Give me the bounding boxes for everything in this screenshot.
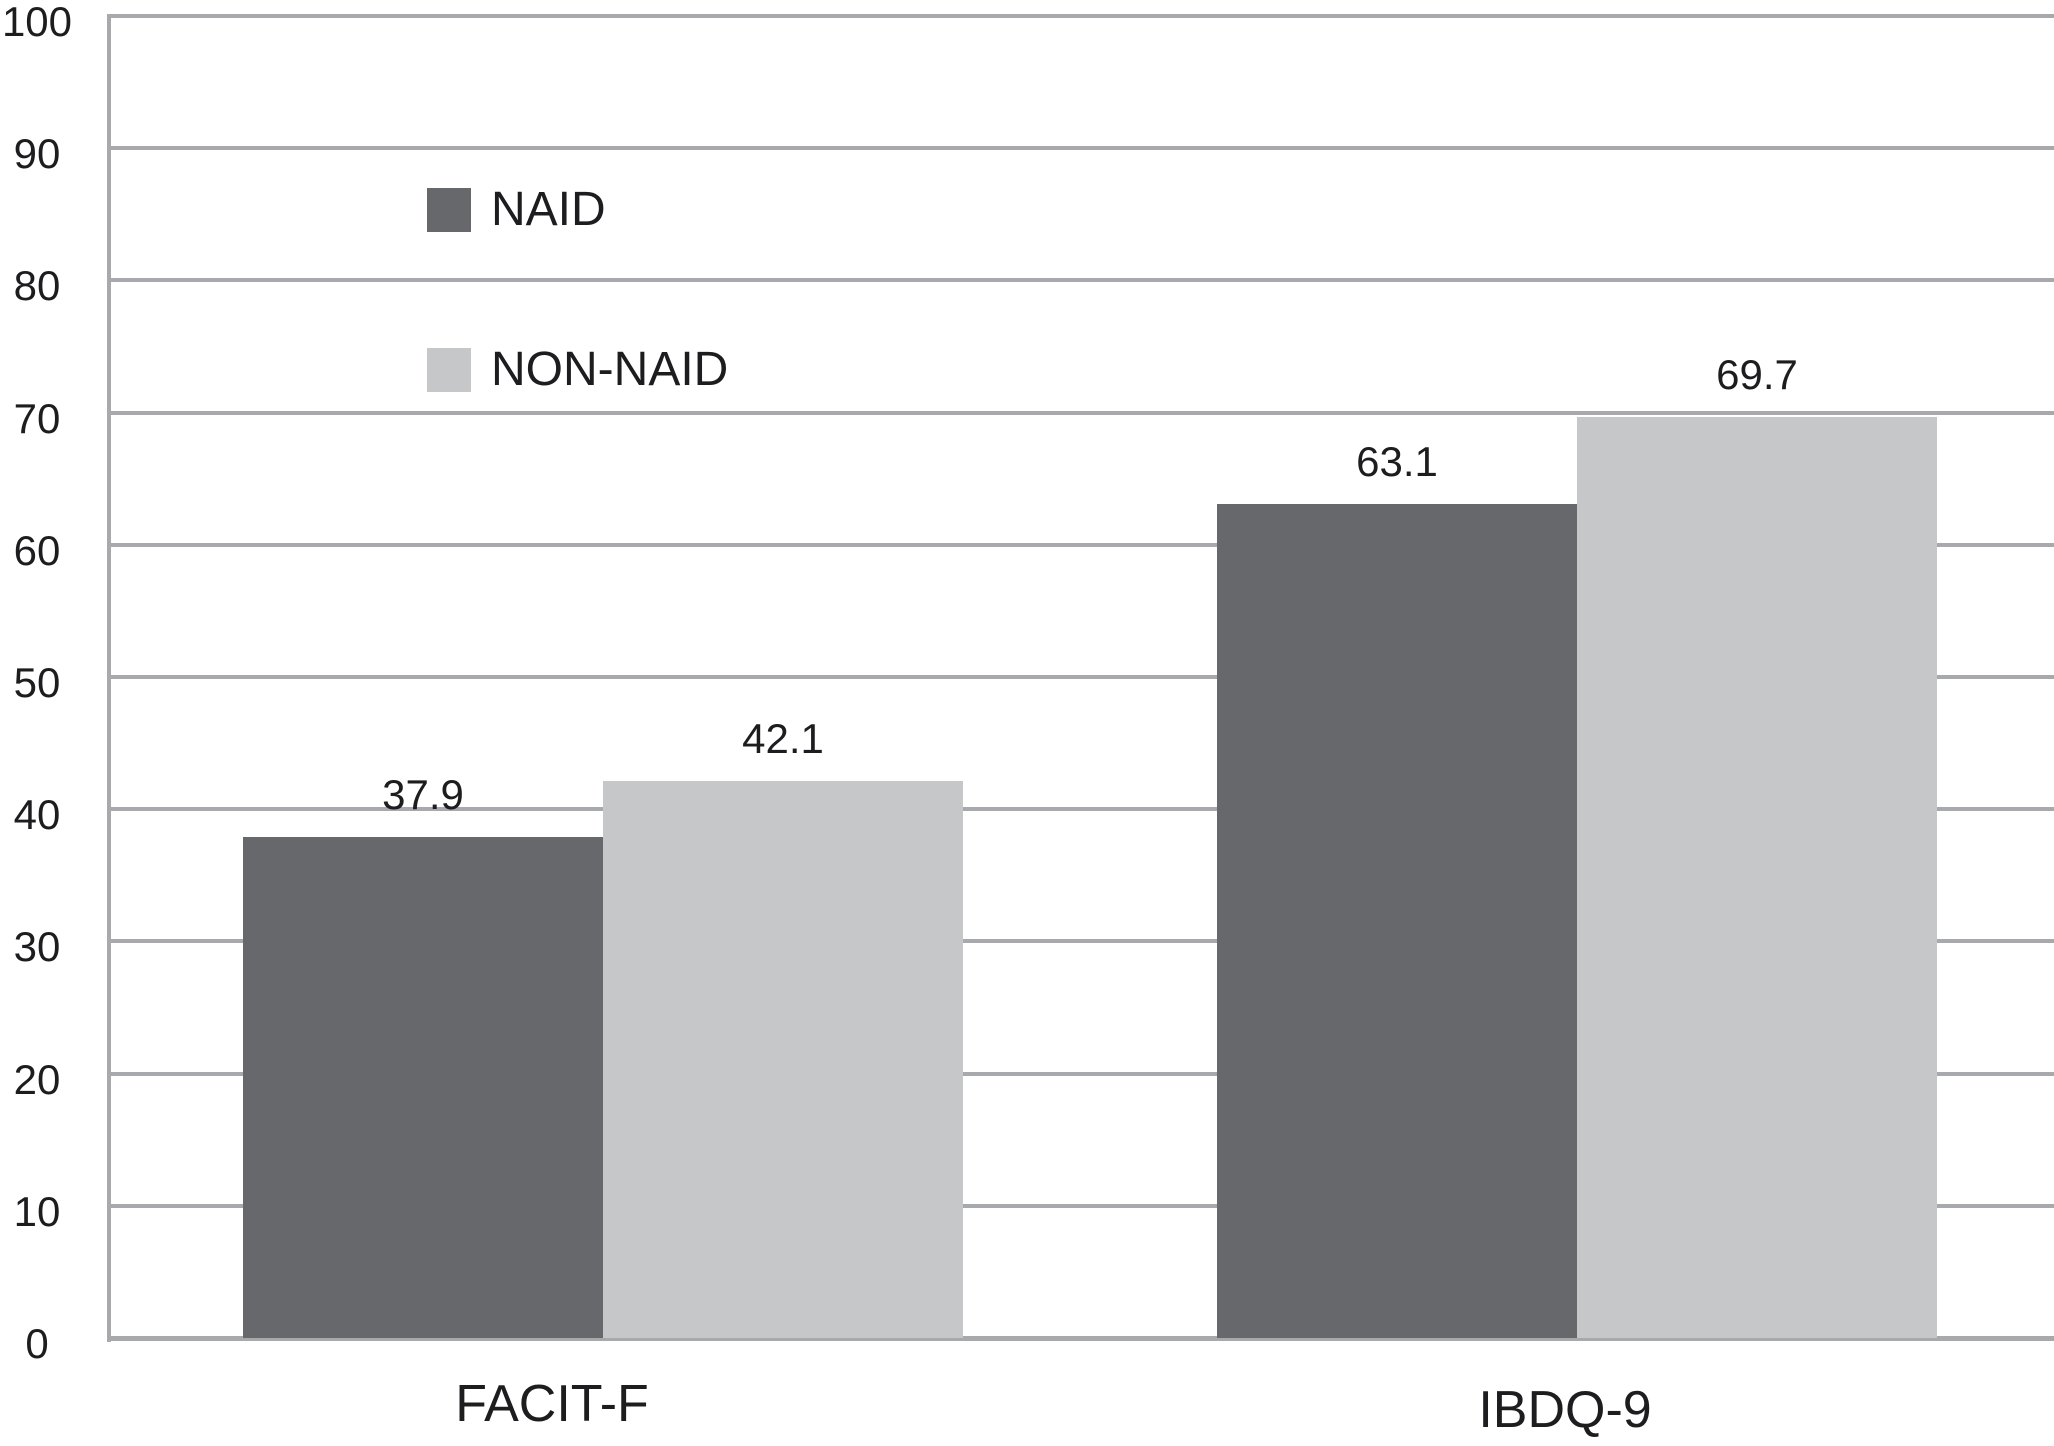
bar-value-label-naid-facit-f: 37.9	[382, 770, 464, 818]
gridline-y-50	[107, 675, 2054, 679]
x-category-label-ibdq-9: IBDQ-9	[1478, 1381, 1652, 1439]
non-naid-legend-swatch	[427, 348, 471, 392]
y-tick-label-50: 50	[13, 659, 61, 706]
y-axis-line	[107, 16, 111, 1342]
bar-non-naid-ibdq-9	[1577, 416, 1937, 1338]
bar-value-label-naid-ibdq-9: 63.1	[1356, 437, 1438, 485]
bar-naid-ibdq-9	[1217, 503, 1577, 1338]
gridline-y-80	[107, 278, 2054, 283]
non-naid-legend-label: NON-NAID	[491, 343, 729, 396]
y-tick-label-100: 100	[1, 0, 73, 45]
gridline-y-70	[107, 410, 2054, 415]
y-tick-label-20: 20	[13, 1055, 61, 1103]
bar-value-label-non-naid-ibdq-9: 69.7	[1716, 350, 1798, 398]
gridline-y-60	[107, 542, 2054, 547]
bar-non-naid-facit-f	[603, 781, 963, 1338]
legend-item-non-naid: NON-NAID	[427, 346, 728, 394]
y-tick-label-60: 60	[13, 526, 61, 574]
gridline-y-90	[107, 146, 2054, 151]
x-category-label-facit-f: FACIT-F	[455, 1375, 649, 1433]
gridline-y-30	[107, 939, 2054, 944]
y-tick-label-90: 90	[13, 130, 61, 178]
y-tick-label-0: 0	[25, 1320, 49, 1367]
gridline-y-20	[107, 1071, 2054, 1076]
naid-legend-label: NAID	[491, 183, 606, 236]
legend-item-naid: NAID	[427, 186, 606, 234]
y-tick-label-30: 30	[13, 923, 61, 971]
y-tick-label-10: 10	[13, 1187, 61, 1235]
gridline-y-40	[107, 807, 2054, 812]
gridline-y-0	[107, 1336, 2054, 1341]
y-tick-label-40: 40	[13, 791, 61, 839]
bar-naid-facit-f	[243, 836, 603, 1338]
y-tick-label-70: 70	[13, 394, 61, 442]
naid-legend-swatch	[427, 188, 471, 232]
plot-area: 37.9 42.1 63.1 69.7	[107, 14, 2054, 1341]
gridline-y-10	[107, 1203, 2054, 1208]
bar-value-label-non-naid-facit-f: 42.1	[742, 715, 824, 763]
gridline-y-100	[107, 14, 2054, 18]
y-tick-label-80: 80	[13, 262, 61, 310]
